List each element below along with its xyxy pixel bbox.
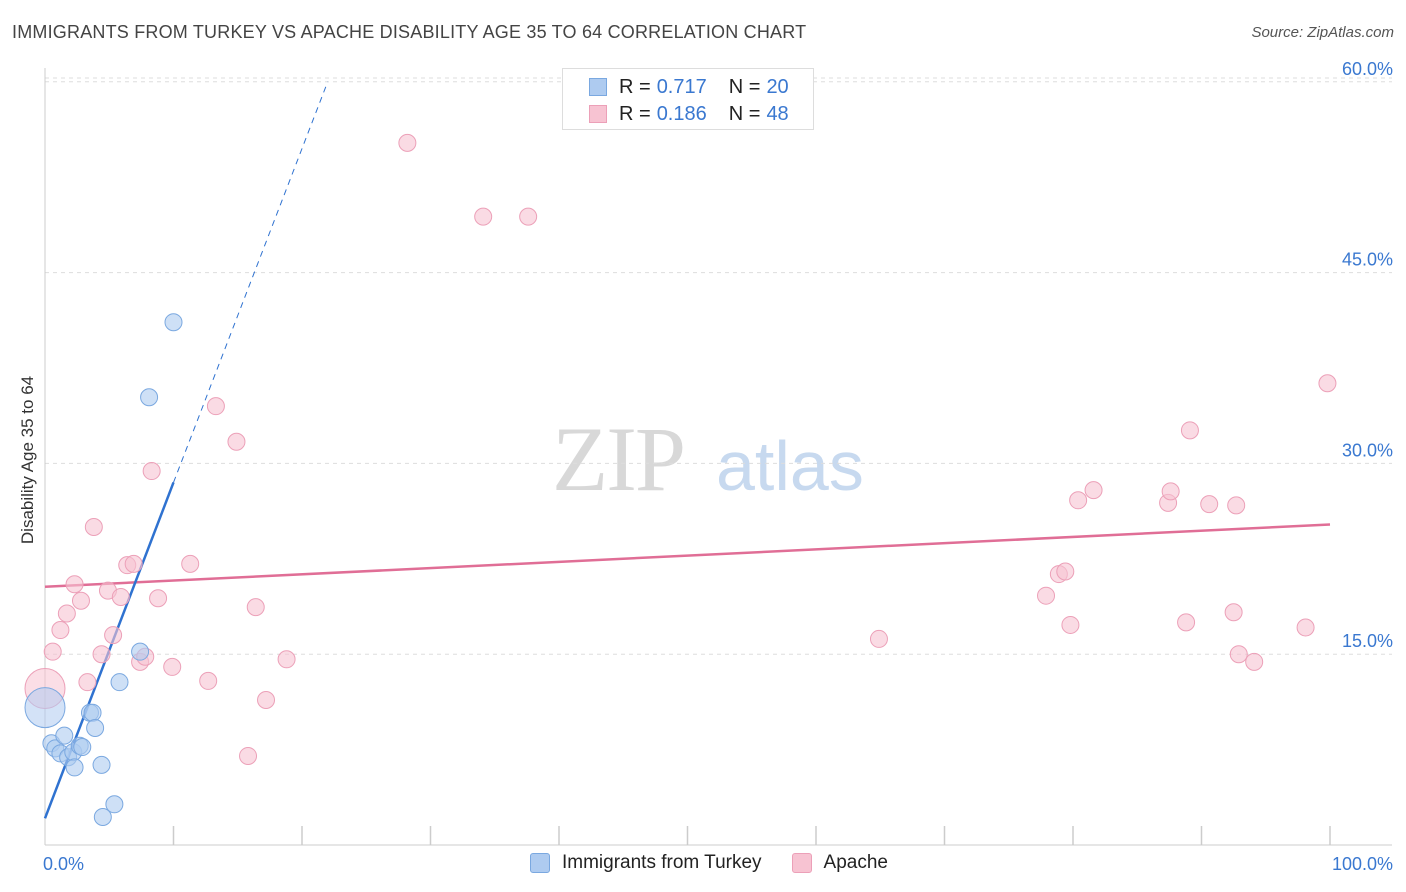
apache-point	[246, 598, 265, 617]
y-tick-label: 30.0%	[1342, 440, 1393, 460]
r-value: 0.186	[656, 102, 707, 125]
r-label: R =	[619, 75, 651, 98]
blue-swatch	[589, 78, 607, 96]
apache-point	[1084, 481, 1103, 500]
apache-point	[92, 645, 111, 664]
apache-point	[65, 575, 84, 594]
blue-swatch	[530, 853, 550, 873]
x-tick-label: 100.0%	[1332, 854, 1393, 874]
turkey-point	[83, 703, 102, 722]
apache-point	[181, 554, 200, 573]
turkey-point	[110, 673, 129, 692]
apache-point	[51, 621, 70, 640]
correlation-legend: R = 0.717 N = 20 R = 0.186 N = 48	[562, 68, 814, 130]
x-tick-label: 0.0%	[43, 854, 84, 874]
y-tick-label: 45.0%	[1342, 250, 1393, 270]
chart-title: IMMIGRANTS FROM TURKEY VS APACHE DISABIL…	[12, 22, 807, 42]
apache-point	[104, 626, 123, 645]
source-label: Source: ZipAtlas.com	[1251, 24, 1394, 41]
y-tick-label: 60.0%	[1342, 59, 1393, 79]
apache-point	[43, 642, 62, 661]
apache-point	[277, 650, 296, 669]
turkey-point	[65, 758, 84, 777]
apache-point	[1224, 603, 1243, 622]
apache-trend-line	[44, 523, 1331, 589]
apache-point	[1318, 374, 1337, 393]
apache-point	[1296, 618, 1315, 637]
turkey-point	[24, 687, 66, 729]
r-label: R =	[619, 102, 651, 125]
apache-point	[1037, 586, 1056, 605]
turkey-point	[93, 808, 112, 827]
n-label: N =	[728, 102, 761, 125]
apache-point	[142, 462, 161, 481]
apache-point	[1229, 645, 1248, 664]
apache-point	[111, 587, 130, 606]
turkey-point	[86, 718, 105, 737]
turkey-point	[164, 313, 183, 332]
apache-point	[1245, 652, 1264, 671]
legend-label-apache: Apache	[823, 852, 888, 873]
legend-label-turkey: Immigrants from Turkey	[562, 852, 762, 873]
apache-point	[78, 673, 97, 692]
apache-point	[163, 657, 182, 676]
apache-point	[239, 746, 258, 765]
data-points	[24, 133, 1337, 827]
watermark-atlas: atlas	[716, 427, 864, 505]
y-tick-label: 15.0%	[1342, 631, 1393, 651]
apache-point	[149, 589, 168, 608]
apache-point	[199, 671, 218, 690]
turkey-point	[105, 795, 124, 814]
apache-point	[206, 397, 225, 416]
apache-point	[1069, 491, 1088, 510]
grid-lines	[45, 77, 1392, 655]
apache-point	[257, 690, 276, 709]
pink-swatch	[589, 105, 607, 123]
apache-point	[1061, 615, 1080, 634]
apache-point	[474, 207, 493, 226]
apache-point	[1056, 562, 1075, 581]
n-label: N =	[728, 75, 761, 98]
r-value: 0.717	[656, 75, 707, 98]
turkey-point	[131, 642, 150, 661]
turkey-trend-extension	[173, 81, 329, 483]
apache-point	[1161, 482, 1180, 501]
legend-row-turkey: R = 0.717 N = 20	[589, 75, 789, 99]
y-axis-label: Disability Age 35 to 64	[18, 375, 37, 545]
apache-point	[869, 629, 888, 648]
series-legend: Immigrants from Turkey Apache	[530, 852, 918, 874]
apache-point	[1177, 613, 1196, 632]
turkey-point	[92, 755, 111, 774]
pink-swatch	[791, 853, 812, 873]
apache-point	[57, 604, 76, 623]
turkey-point	[73, 738, 92, 757]
watermark-zip: ZIP	[552, 408, 686, 510]
n-value: 48	[766, 102, 789, 125]
apache-point	[227, 432, 246, 451]
legend-item-apache: Apache	[791, 852, 888, 874]
legend-item-turkey: Immigrants from Turkey	[530, 852, 762, 874]
apache-point	[1200, 495, 1219, 514]
apache-point	[124, 554, 143, 573]
axes	[44, 68, 1392, 846]
n-value: 20	[766, 75, 789, 98]
turkey-point	[55, 726, 74, 745]
tick-labels: 15.0% 30.0% 45.0% 60.0% 0.0% 100.0%	[43, 59, 1393, 874]
legend-row-apache: R = 0.186 N = 48	[589, 102, 789, 126]
apache-point	[84, 518, 103, 536]
apache-point	[398, 133, 417, 152]
apache-point	[1227, 496, 1246, 515]
apache-point	[1180, 421, 1199, 440]
apache-point	[71, 591, 90, 610]
apache-point	[519, 207, 538, 226]
turkey-point	[140, 388, 159, 407]
